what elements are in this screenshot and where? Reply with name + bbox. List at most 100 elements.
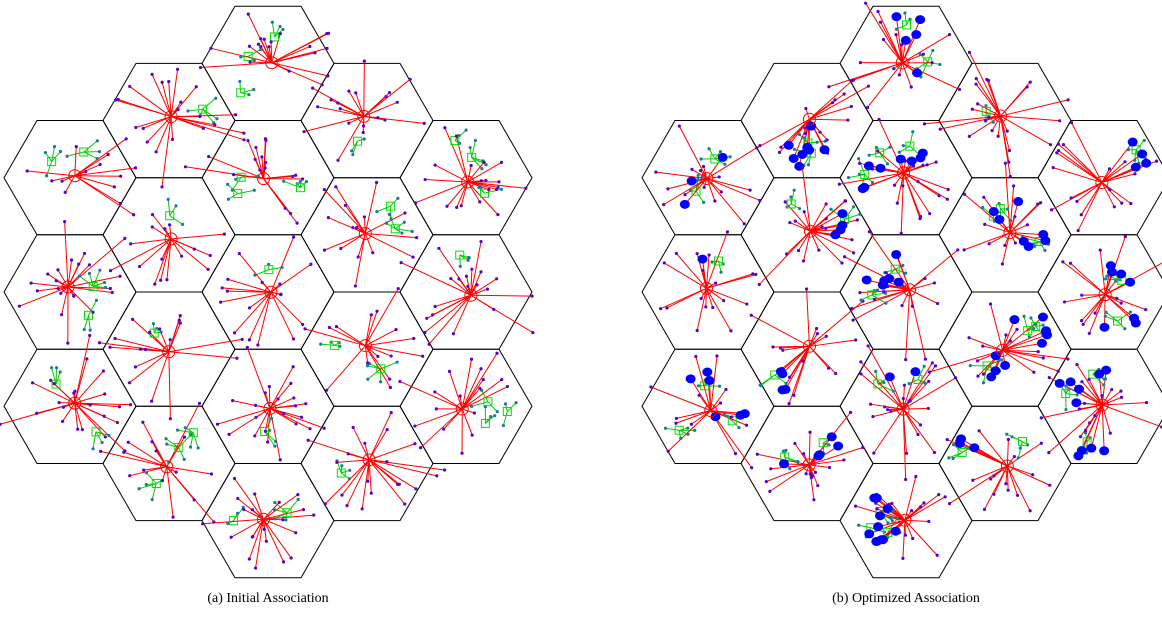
macro-link <box>271 32 329 64</box>
macro-user <box>1123 234 1127 239</box>
macro-user <box>326 31 331 35</box>
macro-user <box>269 40 273 44</box>
small-cell-user <box>890 519 894 523</box>
panel-optimized-association: (b) Optimized Association <box>600 0 1162 622</box>
small-cell-link <box>1135 149 1140 164</box>
macro-user <box>320 83 324 87</box>
macro-link <box>74 403 79 430</box>
macro-link <box>74 370 104 404</box>
macro-link <box>67 259 73 288</box>
macro-user <box>119 174 123 178</box>
macro-user <box>466 284 470 288</box>
macro-user <box>1076 228 1080 233</box>
small-cell-link <box>695 190 705 203</box>
macro-user <box>442 427 446 431</box>
macro-user <box>433 163 437 167</box>
small-cell-user <box>94 298 99 302</box>
offloaded-user <box>1105 261 1116 271</box>
macro-user <box>495 277 499 281</box>
macro-link <box>809 345 829 369</box>
macro-link <box>1090 404 1103 449</box>
macro-link <box>152 214 172 240</box>
macro-user <box>1056 369 1060 373</box>
small-cell-link <box>83 315 90 330</box>
small-cell-user <box>723 162 727 166</box>
macro-user <box>1093 311 1097 315</box>
macro-user <box>953 376 958 380</box>
small-cell-link <box>95 431 103 443</box>
small-cell-user <box>806 163 811 167</box>
macro-user <box>313 51 317 55</box>
small-cell-link <box>231 176 242 191</box>
macro-user <box>695 252 699 256</box>
macro-user <box>325 388 329 392</box>
macro-user <box>413 442 417 446</box>
macro-link <box>336 326 366 347</box>
macro-user <box>1003 161 1007 165</box>
macro-link <box>695 356 712 411</box>
macro-user <box>842 92 846 96</box>
macro-user <box>87 263 92 267</box>
macro-user <box>967 134 971 138</box>
macro-user <box>414 236 419 240</box>
offloaded-user <box>875 163 886 173</box>
macro-user <box>858 291 862 295</box>
macro-user <box>425 316 429 320</box>
macro-user <box>150 399 154 403</box>
offloaded-user <box>863 161 874 171</box>
macro-user <box>1007 148 1012 153</box>
macro-user <box>178 314 182 318</box>
macro-user <box>882 289 886 294</box>
macro-link <box>853 62 903 81</box>
macro-user <box>160 185 164 189</box>
macro-user <box>878 20 883 24</box>
small-cell-user <box>707 147 711 151</box>
macro-user <box>824 202 828 206</box>
macro-link <box>169 224 172 239</box>
macro-user <box>982 195 986 199</box>
macro-user <box>174 470 178 474</box>
macro-user <box>76 427 80 431</box>
macro-user <box>1048 483 1052 487</box>
macro-user <box>133 166 138 170</box>
macro-user <box>976 102 980 106</box>
macro-user <box>478 386 482 390</box>
small-cell-user <box>43 151 48 155</box>
small-cell-user <box>347 477 351 481</box>
macro-user <box>479 179 483 183</box>
macro-link <box>155 450 168 468</box>
macro-user <box>859 372 863 376</box>
macro-user <box>30 381 35 385</box>
small-cell-user <box>788 467 792 471</box>
small-cell-user <box>846 176 851 180</box>
macro-link <box>27 170 75 177</box>
macro-link <box>364 182 378 234</box>
offloaded-user <box>704 376 715 386</box>
small-cell-user <box>991 120 995 124</box>
macro-user <box>295 221 299 225</box>
macro-user <box>707 253 711 257</box>
macro-user <box>145 140 149 144</box>
macro-user <box>160 80 164 84</box>
macro-user <box>1129 201 1133 206</box>
small-cell-user <box>882 530 886 534</box>
small-cell-user <box>922 364 926 368</box>
macro-user <box>996 134 1000 138</box>
macro-user <box>843 199 847 203</box>
small-cell-user <box>702 200 706 205</box>
offloaded-user <box>1099 322 1110 332</box>
macro-user <box>824 226 828 230</box>
macro-link <box>123 451 167 468</box>
macro-user <box>279 292 283 296</box>
macro-user <box>872 297 876 302</box>
small-cell-user <box>1009 218 1013 223</box>
macro-user <box>662 203 666 207</box>
small-cell-user <box>400 231 404 235</box>
small-cell-user <box>366 377 370 381</box>
small-cell-user <box>253 273 257 277</box>
macro-link <box>307 439 370 461</box>
small-cell-link <box>844 213 861 220</box>
macro-link <box>368 459 372 494</box>
macro-user <box>804 287 809 291</box>
macro-link <box>1071 122 1103 183</box>
